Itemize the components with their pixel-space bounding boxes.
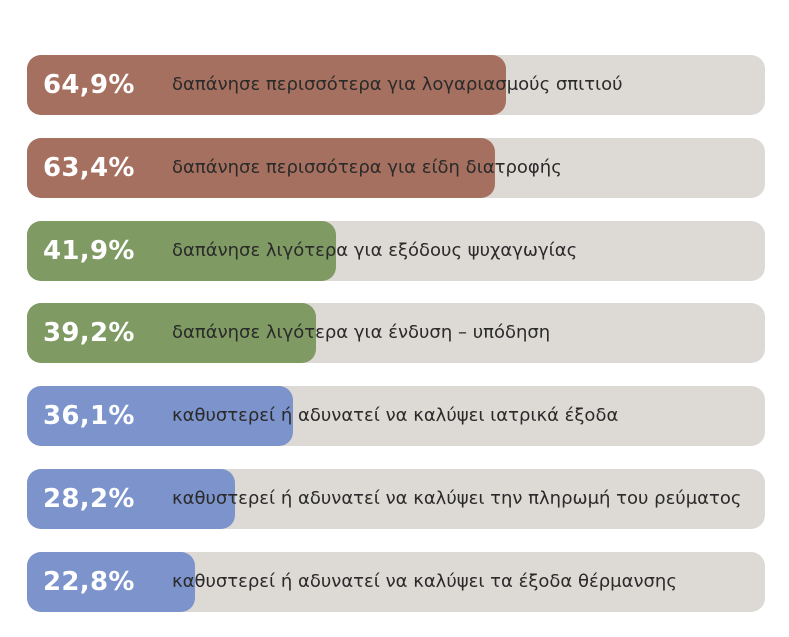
bar-value-label: 28,2% (43, 484, 135, 514)
bar-category-label: δαπάνησε λιγότερα για ένδυση – υπόδηση (172, 322, 551, 344)
bar-row: 22,8% καθυστερεί ή αδυνατεί να καλύψει τα… (27, 551, 765, 612)
bar-row: 41,9% δαπάνησε λιγότερα για εξόδους ψυχαγ… (27, 220, 765, 281)
bar-category-label: δαπάνησε λιγότερα για εξόδους ψυχαγωγίας (172, 239, 578, 261)
bar-value-label: 63,4% (43, 152, 135, 183)
bar-value-label: 36,1% (43, 401, 135, 432)
bar-value-label: 41,9% (43, 235, 135, 266)
bar-fill (27, 469, 236, 529)
bar-fill (27, 55, 506, 115)
bar-row: 64,9% δαπάνησε περισσότερα για λογαριασμο… (27, 55, 765, 115)
bar-value-label: 39,2% (43, 318, 135, 349)
bar-fill (27, 137, 495, 198)
bar-value-label: 22,8% (43, 566, 135, 597)
bar-row: 39,2% δαπάνησε λιγότερα για ένδυση – υπόδ… (27, 303, 765, 364)
bar-fill (27, 551, 196, 612)
bar-category-label: δαπάνησε περισσότερα για λογαριασμούς σπ… (172, 74, 623, 95)
bar-row: 63,4% δαπάνησε περισσότερα για είδη διατρ… (27, 137, 765, 198)
bar-fill (27, 220, 337, 281)
bar-category-label: δαπάνησε περισσότερα για είδη διατροφής (172, 156, 562, 178)
bar-category-label: καθυστερεί ή αδυνατεί να καλύψει την πλη… (172, 488, 742, 509)
bar-fill (27, 386, 294, 447)
bar-row: 28,2% καθυστερεί ή αδυνατεί να καλύψει τη… (27, 469, 765, 529)
bar-fill (27, 303, 317, 364)
bar-row: 36,1% καθυστερεί ή αδυνατεί να καλύψει ια… (27, 386, 765, 447)
bar-category-label: καθυστερεί ή αδυνατεί να καλύψει ιατρικά… (172, 405, 619, 427)
bar-category-label: καθυστερεί ή αδυνατεί να καλύψει τα έξοδ… (172, 570, 677, 592)
bar-value-label: 64,9% (43, 70, 135, 100)
